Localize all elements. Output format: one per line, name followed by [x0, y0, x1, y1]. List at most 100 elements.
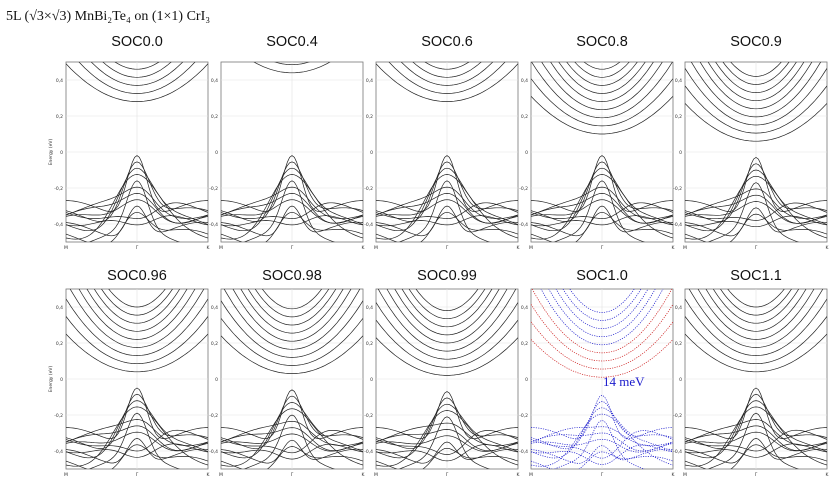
panel-title: SOC1.0	[576, 268, 628, 284]
valence-band	[376, 161, 518, 222]
y-axis-label: Energy (eV)	[48, 138, 54, 165]
valence-band	[685, 213, 827, 242]
conduction-band	[221, 0, 363, 8]
x-tick-label: M	[64, 472, 68, 478]
y-tick-label: -0,4	[209, 222, 218, 228]
valence-band	[376, 410, 518, 467]
valence-band	[376, 391, 518, 440]
band-panel: SOC0.4 -0,4 -0,2 0 0,2 0,4 M Γ K	[209, 0, 366, 251]
x-tick-label: K	[362, 245, 366, 251]
x-tick-label: Γ	[755, 245, 758, 251]
valence-band	[685, 202, 827, 221]
valence-band	[685, 443, 827, 458]
x-tick-label: Γ	[446, 472, 449, 478]
figure-title: 5L (√3×√3) MnBi₂Te₄ on (1×1) CrI₃	[6, 9, 210, 24]
x-tick-label: K	[362, 472, 366, 478]
conduction-band	[685, 333, 827, 373]
valence-band	[66, 202, 208, 219]
y-tick-label: -0,2	[364, 186, 373, 192]
conduction-band	[388, 62, 506, 94]
x-tick-label: Γ	[136, 472, 139, 478]
conduction-band	[114, 62, 160, 70]
conduction-band	[712, 289, 800, 324]
conduction-band	[685, 68, 827, 126]
valence-band	[243, 414, 336, 469]
conduction-band	[424, 62, 470, 70]
conduction-band	[707, 62, 805, 102]
conduction-band	[412, 62, 482, 78]
x-tick-label: Γ	[601, 472, 604, 478]
valence-band	[376, 435, 518, 452]
valence-band	[553, 420, 646, 469]
conduction-band	[685, 298, 827, 356]
valence-band	[531, 211, 673, 242]
conduction-band	[376, 0, 518, 61]
valence-band	[221, 443, 363, 460]
x-tick-label: M	[529, 245, 533, 251]
valence-band	[685, 393, 827, 449]
valence-band	[66, 215, 208, 227]
conduction-band	[247, 289, 337, 326]
y-tick-label: -0,2	[519, 413, 528, 419]
valence-band	[66, 167, 208, 232]
valence-band	[221, 199, 363, 224]
conduction-band	[550, 62, 654, 102]
valence-band	[376, 167, 518, 232]
valence-band	[376, 199, 518, 224]
band-panel: SOC0.6 -0,4 -0,2 0 0,2 0,4 M Γ K	[364, 0, 520, 251]
valence-band	[531, 438, 673, 453]
conduction-band	[566, 62, 638, 86]
y-tick-label: -0,4	[209, 449, 218, 455]
x-tick-label: K	[517, 472, 521, 478]
valence-band	[531, 155, 673, 212]
panel-title: SOC1.1	[730, 268, 782, 284]
valence-band	[376, 205, 518, 237]
y-tick-label: 0,2	[211, 114, 218, 120]
valence-band	[221, 439, 363, 464]
valence-band	[376, 186, 518, 219]
valence-band	[221, 446, 363, 469]
y-tick-label: -0,4	[519, 222, 528, 228]
conduction-band	[715, 62, 797, 93]
valence-band	[685, 429, 827, 452]
valence-band	[66, 387, 208, 439]
valence-band	[685, 387, 827, 439]
conduction-band	[86, 289, 188, 332]
conduction-band	[688, 289, 824, 348]
valence-band	[531, 451, 673, 469]
valence-band	[531, 432, 673, 452]
valence-band	[531, 215, 673, 227]
valence-band	[685, 431, 827, 452]
valence-band	[685, 207, 827, 237]
conduction-band	[699, 62, 813, 110]
valence-band	[531, 394, 673, 440]
conduction-band	[685, 103, 827, 142]
valence-band	[221, 205, 363, 237]
valence-band	[66, 155, 208, 212]
panel-title: SOC0.0	[111, 34, 163, 50]
valence-band	[376, 211, 518, 242]
y-tick-label: 0,2	[211, 341, 218, 347]
valence-band	[221, 389, 363, 439]
valence-band	[88, 180, 181, 242]
valence-band	[376, 174, 518, 240]
y-tick-label: 0	[60, 150, 63, 156]
conduction-band	[221, 335, 363, 374]
band-panel: SOC1.0 -0,4 -0,2 0 0,2 0,4 M Γ K	[519, 268, 675, 478]
valence-band	[531, 430, 673, 459]
valence-band	[66, 431, 208, 452]
conduction-band	[531, 339, 673, 378]
valence-band	[376, 215, 518, 227]
conduction-band	[531, 78, 673, 127]
y-tick-label: -0,2	[519, 186, 528, 192]
conduction-band	[66, 63, 208, 102]
y-tick-label: 0,4	[675, 78, 682, 84]
valence-band	[221, 429, 363, 454]
band-panel: SOC0.96 -0,4 -0,2 0 0,2 0,4 M Γ K Energy (eV)	[48, 268, 211, 478]
x-tick-label: Γ	[291, 472, 294, 478]
y-tick-label: -0,2	[673, 413, 682, 419]
y-tick-label: 0	[525, 150, 528, 156]
x-tick-label: K	[207, 472, 211, 478]
conduction-band	[78, 289, 196, 340]
conduction-band	[408, 289, 486, 320]
